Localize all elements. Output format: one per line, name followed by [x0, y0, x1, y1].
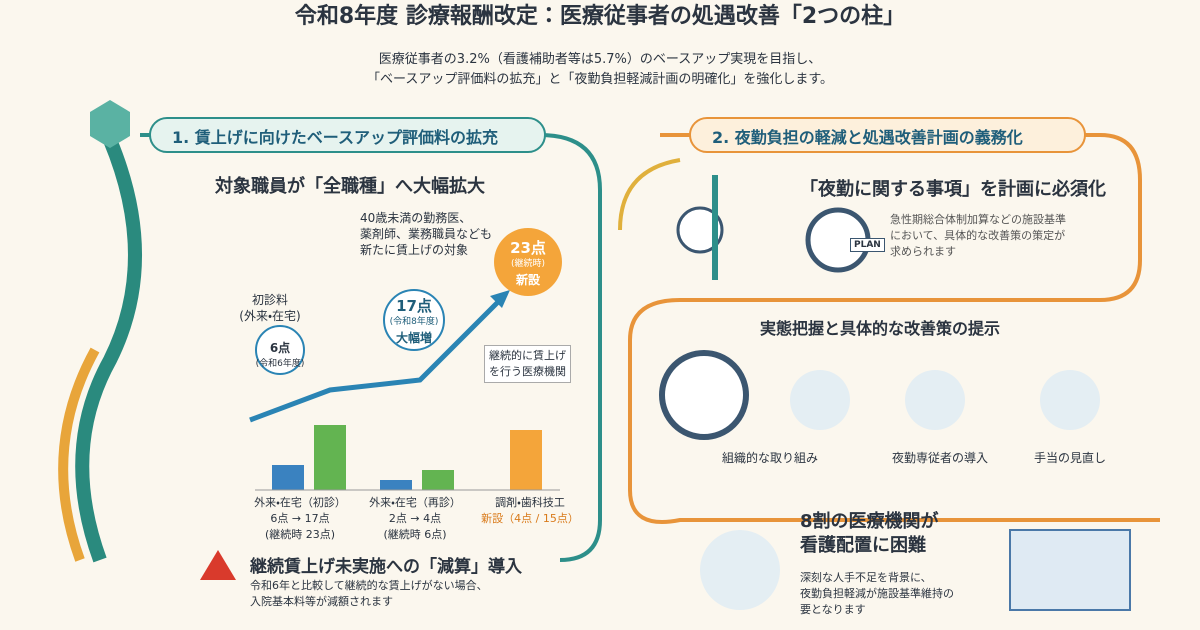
line: 要となります: [800, 603, 866, 616]
section-title: 実態把握と具体的な改善策の提示: [760, 319, 1001, 338]
bar-group-label: 外来・在宅（再診） 2点 → 4点 (継続時 6点): [360, 495, 470, 543]
warning-text: 令和6年と比較して継続的な賃上げがない場合、 入院基本料等が減額されます: [250, 578, 488, 610]
step: 17点 (令和8年度) 大幅増: [374, 298, 454, 346]
line: (継続時 23点): [264, 528, 336, 541]
line: 深刻な人手不足を背景に、: [800, 571, 932, 584]
line: 薬剤師、業務職員なども: [360, 227, 493, 241]
line: 新たに賃上げの対象: [360, 243, 469, 257]
line: 急性期総合体制加算などの施設基準: [890, 213, 1066, 226]
pillar-heading: 1. 賃上げに向けたベースアップ評価料の拡充: [172, 128, 498, 147]
step: 6点 (令和6年度): [245, 340, 315, 372]
line: (外来・在宅): [239, 309, 301, 323]
line: 調剤・歯科技工: [495, 496, 565, 509]
line: (令和6年度): [255, 359, 305, 369]
item: 組織的な取り組み: [721, 451, 818, 465]
intro: 医療従事者の3.2%（看護補助者等は5.7%）のベースアップ実現を目指し、 「ベ…: [250, 50, 950, 90]
section-text: 急性期総合体制加算などの施設基準 において、具体的な改善策の策定が 求められます: [890, 212, 1066, 260]
item: 夜勤専従者の導入: [891, 451, 988, 465]
line: (令和8年度): [389, 317, 439, 327]
line: において、具体的な改善策の策定が: [890, 229, 1066, 242]
line: 外来・在宅（再診）: [369, 496, 461, 509]
line: 6点: [269, 341, 291, 355]
section-text: 深刻な人手不足を背景に、夜勤負担軽減が施設基準維持の 要となります: [800, 570, 954, 618]
pillar-heading: 2. 夜勤負担の軽減と処遇改善計画の義務化: [712, 128, 1023, 147]
step: 初診料 (外来・在宅): [230, 292, 310, 324]
line: を行う医療機関: [489, 365, 566, 378]
section-title: 「夜勤に関する事項」を計画に必須化: [800, 179, 1106, 200]
intro-line: 「ベースアップ評価料の拡充」と「夜勤負担軽減計画の明確化」を強化します。: [366, 72, 834, 87]
bar-group-label: 外来・在宅（初診） 6点 → 17点 (継続時 23点): [245, 495, 355, 543]
warning-title: 継続賃上げ未実施への「減算」導入: [250, 557, 522, 577]
line: 2点 → 4点: [388, 512, 442, 525]
line: 23点: [510, 239, 546, 257]
line: 継続的に賃上げ: [489, 349, 566, 362]
line: 夜勤負担軽減が施設基準維持の: [800, 587, 954, 600]
section-title: 8割の医療機関が 看護配置に困難: [800, 510, 939, 558]
icon-label: PLAN: [850, 238, 885, 252]
line: (継続時): [510, 259, 546, 269]
intro-line: 医療従事者の3.2%（看護補助者等は5.7%）のベースアップ実現を目指し、: [378, 52, 822, 67]
line: 6点 → 17点: [270, 512, 330, 525]
title: 令和8年度 診療報酬改定：医療従事者の処遇改善「2つの柱」: [294, 4, 906, 29]
line: 外来・在宅（初診）: [254, 496, 346, 509]
line: 8割の医療機関が: [800, 511, 939, 532]
line: (継続時 6点): [383, 528, 447, 541]
line: 令和6年と比較して継続的な賃上げがない場合、: [250, 579, 488, 592]
line: 新設（4点 / 15点）: [481, 512, 579, 525]
subheading: 対象職員が「全職種」へ大幅拡大: [215, 176, 485, 197]
line: 新設: [515, 273, 540, 287]
line: 入院基本料等が減額されます: [250, 595, 393, 608]
staff-note: 40歳未満の勤務医、 薬剤師、業務職員なども 新たに賃上げの対象: [360, 210, 492, 258]
line: 初診料: [251, 293, 288, 307]
item: 手当の見直し: [1033, 451, 1106, 465]
line: 17点: [396, 297, 432, 315]
line: 求められます: [890, 245, 956, 258]
callout: 継続的に賃上げ を行う医療機関: [484, 345, 571, 383]
step: 23点 (継続時) 新設: [488, 240, 568, 288]
line: 大幅増: [395, 331, 432, 345]
line: 看護配置に困難: [800, 535, 926, 556]
bar-group-label: 調剤・歯科技工新設（4点 / 15点）: [470, 495, 590, 527]
line: 40歳未満の勤務医、: [360, 211, 472, 225]
